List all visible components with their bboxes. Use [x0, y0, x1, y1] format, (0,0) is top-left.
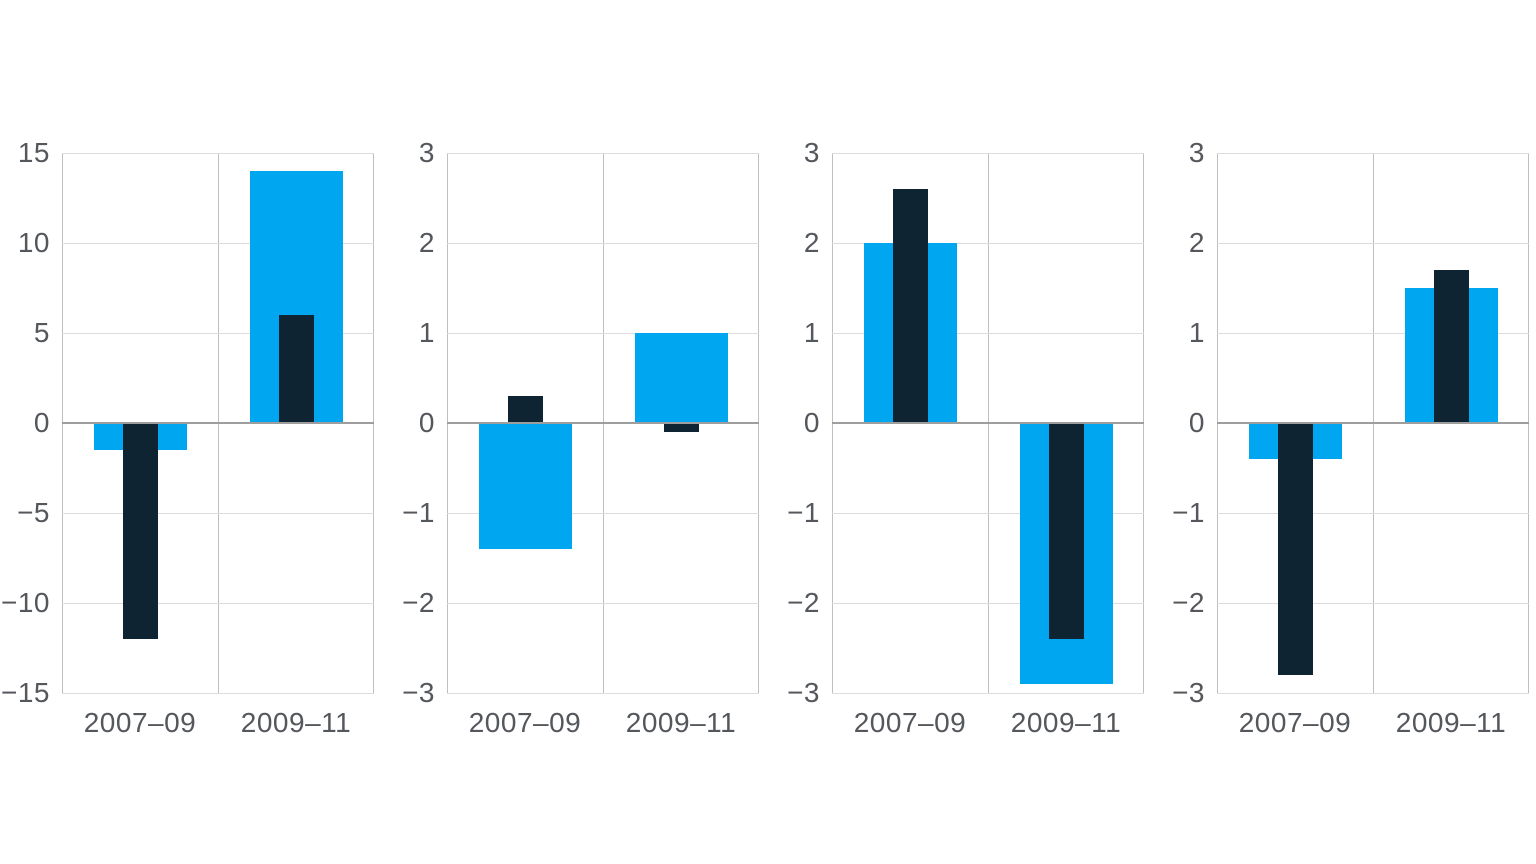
gridline [62, 513, 374, 514]
gridline [447, 153, 759, 154]
zero-line [447, 422, 759, 424]
bar-light-blue-wide [478, 423, 572, 549]
y-tick-label: 3 [418, 137, 435, 168]
x-category-label: 2007–09 [1238, 707, 1352, 738]
y-tick-label: −3 [787, 677, 820, 708]
y-tick-label: 1 [418, 317, 435, 348]
y-tick-label: 10 [17, 227, 50, 258]
bar-dark-navy-narrow [278, 315, 314, 423]
bar-light-blue-wide [634, 333, 728, 423]
bar-chart-panel [62, 153, 374, 694]
y-tick-label: −1 [1172, 497, 1205, 528]
bar-chart-panel [832, 153, 1144, 694]
y-tick-label: 3 [1188, 137, 1205, 168]
x-category-label: 2007–09 [853, 707, 967, 738]
bar-chart-panel [447, 153, 759, 694]
bar-chart-panel [1217, 153, 1529, 694]
gridline [1217, 693, 1529, 694]
gridline [832, 243, 1144, 244]
gridline [832, 693, 1144, 694]
y-tick-label: 0 [33, 407, 50, 438]
y-tick-label: −10 [1, 587, 50, 618]
zero-line [1217, 422, 1529, 424]
gridline [447, 693, 759, 694]
gridline [832, 513, 1144, 514]
bar-dark-navy-narrow [122, 423, 158, 639]
y-tick-label: 2 [1188, 227, 1205, 258]
gridline [447, 603, 759, 604]
gridline [832, 603, 1144, 604]
gridline [62, 243, 374, 244]
y-tick-label: −3 [1172, 677, 1205, 708]
y-tick-label: −2 [787, 587, 820, 618]
y-tick-label: 2 [418, 227, 435, 258]
y-tick-label: 1 [803, 317, 820, 348]
gridline [1217, 243, 1529, 244]
y-tick-label: −2 [1172, 587, 1205, 618]
y-tick-label: 3 [803, 137, 820, 168]
y-tick-label: 2 [803, 227, 820, 258]
bar-dark-navy-narrow [1433, 270, 1469, 423]
y-tick-label: −15 [1, 677, 50, 708]
gridline [447, 513, 759, 514]
x-category-label: 2009–11 [625, 707, 737, 738]
y-tick-label: −1 [787, 497, 820, 528]
gridline [62, 333, 374, 334]
y-tick-label: 1 [1188, 317, 1205, 348]
y-tick-label: 0 [1188, 407, 1205, 438]
x-category-label: 2007–09 [83, 707, 197, 738]
y-tick-label: 5 [33, 317, 50, 348]
x-category-label: 2009–11 [1395, 707, 1507, 738]
x-category-label: 2009–11 [1010, 707, 1122, 738]
gridline [1217, 513, 1529, 514]
y-tick-label: 15 [17, 137, 50, 168]
zero-line [62, 422, 374, 424]
gridline [62, 153, 374, 154]
x-category-label: 2009–11 [240, 707, 352, 738]
gridline [447, 243, 759, 244]
bar-dark-navy-narrow [1048, 423, 1084, 639]
bar-dark-navy-narrow [663, 423, 699, 432]
gridline [1217, 603, 1529, 604]
gridline [832, 333, 1144, 334]
gridline [447, 333, 759, 334]
y-tick-label: −1 [402, 497, 435, 528]
gridline [1217, 153, 1529, 154]
zero-line [832, 422, 1144, 424]
y-tick-label: −2 [402, 587, 435, 618]
y-tick-label: −3 [402, 677, 435, 708]
y-tick-label: 0 [418, 407, 435, 438]
gridline [62, 603, 374, 604]
bar-dark-navy-narrow [1277, 423, 1313, 675]
gridline [832, 153, 1144, 154]
gridline [62, 693, 374, 694]
y-tick-label: 0 [803, 407, 820, 438]
y-tick-label: −5 [17, 497, 50, 528]
gridline [1217, 333, 1529, 334]
bar-dark-navy-narrow [892, 189, 928, 423]
x-category-label: 2007–09 [468, 707, 582, 738]
bar-dark-navy-narrow [507, 396, 543, 423]
